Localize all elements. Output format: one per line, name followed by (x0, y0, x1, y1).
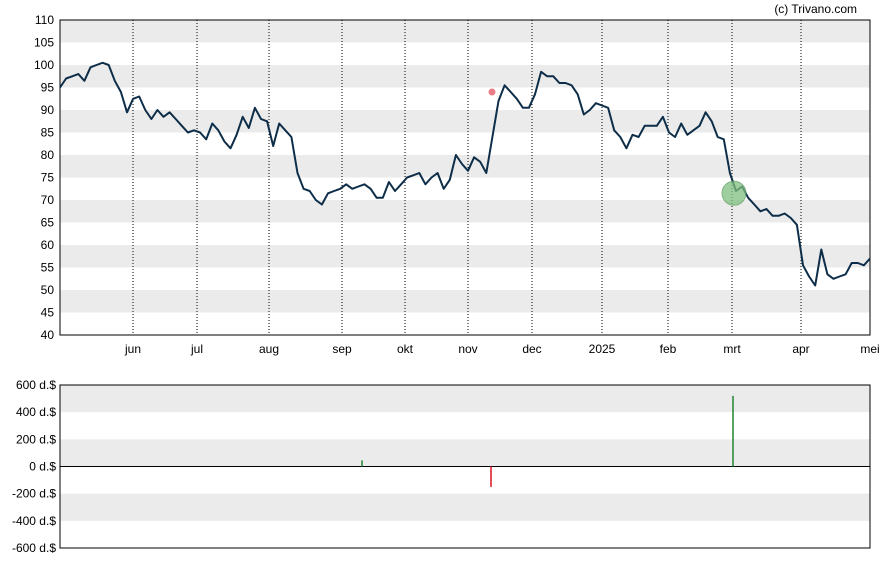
y-tick-label: 55 (41, 261, 55, 275)
y-tick-label: 100 (34, 58, 54, 72)
y-tick-label: -600 d.$ (12, 541, 56, 555)
grid-band (60, 385, 870, 413)
x-tick-label: nov (458, 342, 477, 356)
y-tick-label: 75 (41, 171, 55, 185)
x-tick-label: sep (332, 342, 352, 356)
x-tick-label: aug (259, 342, 279, 356)
price-panel-frame (59, 19, 871, 336)
y-tick-label: 40 (41, 328, 55, 342)
y-tick-label: 110 (35, 13, 54, 27)
y-tick-label: 200 d.$ (16, 432, 56, 446)
y-tick-label: 70 (41, 193, 55, 207)
y-tick-label: 600 d.$ (16, 378, 56, 392)
y-tick-label: 0 d.$ (29, 460, 56, 474)
y-tick-label: 60 (41, 238, 55, 252)
x-tick-label: mei (860, 342, 879, 356)
price-panel: jun jul aug sep okt nov dec 2025 feb mrt apr mei 40 4… (34, 13, 880, 356)
x-tick-label: okt (397, 342, 414, 356)
x-tick-label: feb (660, 342, 677, 356)
y-tick-label: 105 (34, 36, 54, 50)
x-tick-label: 2025 (589, 342, 616, 356)
x-tick-label: jun (124, 342, 141, 356)
sell-transaction-marker (488, 88, 496, 96)
y-tick-label: 95 (41, 81, 55, 95)
transaction-panel-frame (59, 384, 871, 549)
grid-band (60, 245, 870, 268)
y-tick-label: 80 (41, 148, 55, 162)
y-tick-label: 45 (41, 306, 55, 320)
y-tick-label: 85 (41, 126, 55, 140)
grid-band (60, 493, 870, 521)
grid-band (60, 20, 870, 43)
buy-transaction-marker (721, 180, 747, 206)
transaction-panel: 600 d.$ 400 d.$ 200 d.$ 0 d.$ -200 d.$ -400 d… (12, 378, 871, 555)
y-tick-label: 50 (41, 283, 55, 297)
y-tick-label: 65 (41, 216, 55, 230)
y-tick-label: -200 d.$ (12, 487, 56, 501)
x-tick-label: jul (190, 342, 203, 356)
grid-band (60, 290, 870, 313)
y-tick-label: 90 (41, 103, 55, 117)
grid-band (60, 65, 870, 88)
grid-band (60, 439, 870, 467)
y-tick-label: -400 d.$ (12, 514, 56, 528)
grid-band (60, 110, 870, 133)
x-tick-label: dec (522, 342, 541, 356)
x-tick-label: mrt (723, 342, 741, 356)
x-tick-label: apr (792, 342, 809, 356)
y-tick-label: 400 d.$ (16, 405, 56, 419)
credit-text: (c) Trivano.com (774, 2, 857, 16)
grid-band (60, 200, 870, 223)
